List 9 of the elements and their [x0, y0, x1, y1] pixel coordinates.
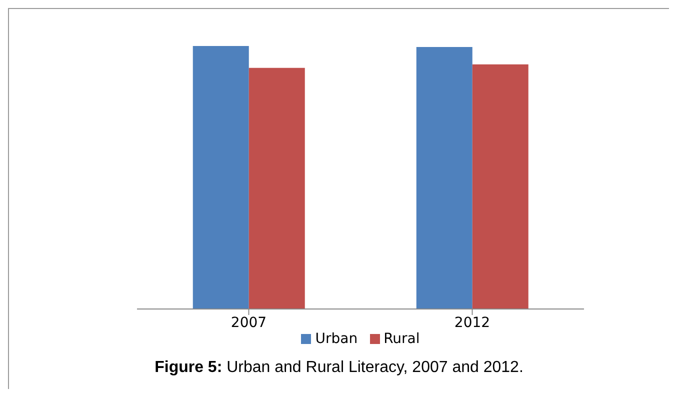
legend-label: Rural	[384, 331, 420, 347]
bar	[192, 46, 249, 309]
bar	[248, 68, 305, 309]
legend-label: Urban	[315, 331, 358, 347]
x-tick-label: 2007	[230, 314, 267, 331]
text: Figure 5: Urban and Rural Literacy, 2007 and 2012.	[154, 359, 524, 377]
bar	[416, 47, 472, 309]
bar	[472, 64, 528, 309]
x-tick-label: 2012	[454, 314, 490, 331]
